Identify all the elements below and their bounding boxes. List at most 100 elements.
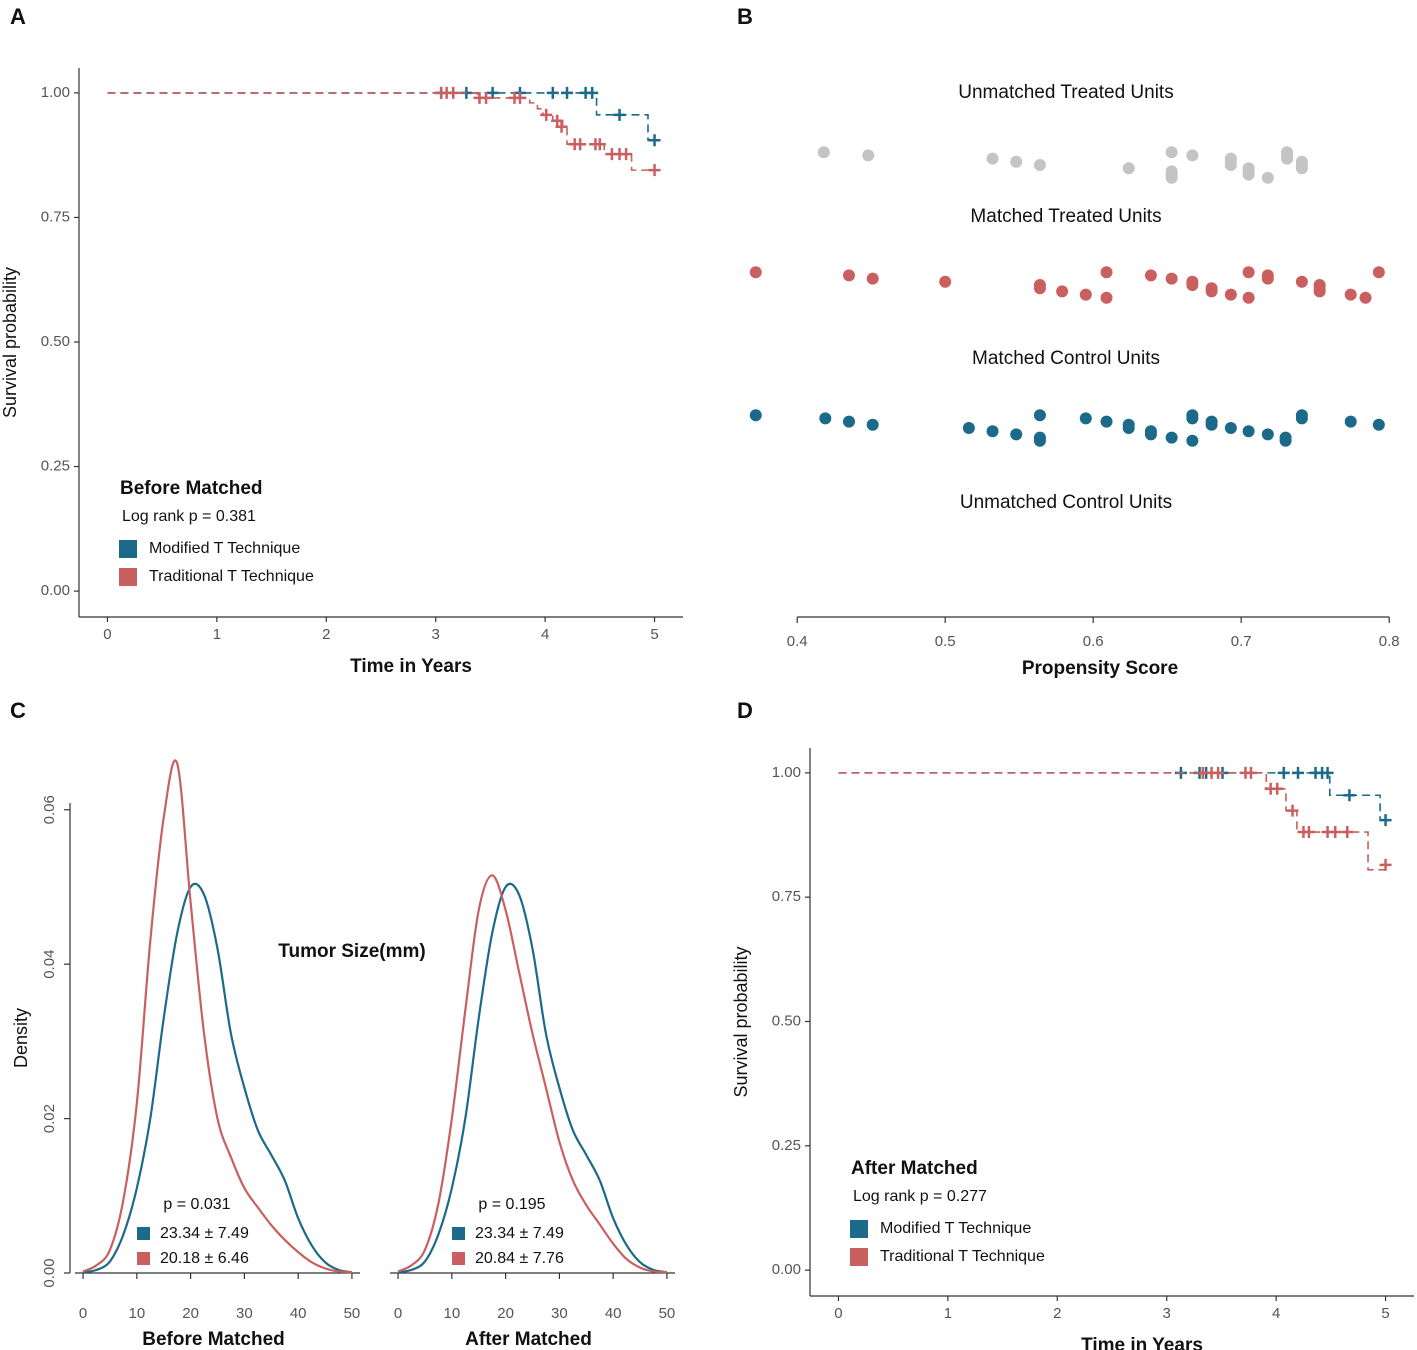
legend-swatch xyxy=(137,1252,150,1265)
legend-swatch xyxy=(119,568,137,586)
unit-point xyxy=(1281,152,1294,165)
unit-point xyxy=(866,272,879,285)
annotation: Log rank p = 0.277 xyxy=(853,1188,987,1205)
x-tick-label: 40 xyxy=(605,1305,622,1322)
survival-curve xyxy=(107,92,655,171)
x-tick-label: 2 xyxy=(1053,1305,1061,1322)
unit-point xyxy=(1144,428,1157,441)
censor-mark xyxy=(1286,804,1299,817)
unit-point xyxy=(749,266,762,279)
x-tick-label: 30 xyxy=(551,1305,568,1322)
censor-mark xyxy=(561,86,574,99)
legend-swatch xyxy=(850,1220,868,1238)
unit-point xyxy=(866,418,879,431)
unit-point xyxy=(1010,155,1023,168)
censor-mark xyxy=(513,91,526,104)
survival-curve xyxy=(838,772,1386,821)
survival-curve xyxy=(107,92,655,142)
censor-mark xyxy=(1379,858,1392,871)
unit-point xyxy=(1165,431,1178,444)
censor-mark xyxy=(620,148,633,161)
x-tick-label: 0 xyxy=(79,1305,87,1322)
unit-point xyxy=(1186,434,1199,447)
x-tick-label: 5 xyxy=(1381,1305,1389,1322)
group-label: Matched Control Units xyxy=(972,348,1160,369)
x-tick-label: 4 xyxy=(541,626,549,643)
unit-point xyxy=(1079,288,1092,301)
unit-point xyxy=(862,149,875,162)
y-tick-label: 0.75 xyxy=(772,888,801,905)
y-tick-label: 0.25 xyxy=(772,1137,801,1154)
legend-swatch xyxy=(452,1252,465,1265)
legend-label: Modified T Technique xyxy=(149,540,300,557)
unit-point xyxy=(1224,422,1237,434)
unit-point xyxy=(1079,412,1092,425)
x-tick-label: 20 xyxy=(182,1305,199,1322)
censor-mark xyxy=(586,86,599,99)
x-tick-label: 1 xyxy=(944,1305,952,1322)
group-label: Unmatched Treated Units xyxy=(958,82,1173,103)
unit-point xyxy=(1295,162,1308,175)
annotation: p = 0.031 xyxy=(163,1196,230,1213)
panel-label: A xyxy=(10,4,26,29)
unit-point xyxy=(819,412,832,425)
unit-point xyxy=(1056,285,1069,298)
legend-title: Before Matched xyxy=(120,478,263,499)
unit-point xyxy=(1242,291,1255,304)
x-tick-label: 1 xyxy=(213,626,221,643)
x-tick-label: 10 xyxy=(128,1305,145,1322)
unit-point xyxy=(1033,282,1046,295)
unit-point xyxy=(1100,291,1113,304)
legend-label: 23.34 ± 7.49 xyxy=(475,1225,564,1242)
chart-title: Tumor Size(mm) xyxy=(278,941,425,962)
unit-point xyxy=(1165,272,1178,285)
y-tick-label: 0.02 xyxy=(41,1104,58,1133)
survival-curve xyxy=(838,772,1386,871)
panel-label: D xyxy=(737,698,753,723)
legend-swatch xyxy=(119,540,137,558)
x-tick-label: 50 xyxy=(344,1305,361,1322)
unit-point xyxy=(1186,149,1199,162)
x-tick-label: 50 xyxy=(659,1305,676,1322)
unit-point xyxy=(1261,171,1274,184)
x-tick-label: 0.4 xyxy=(787,633,808,650)
x-tick-label: 0 xyxy=(103,626,111,643)
censor-mark xyxy=(1329,826,1342,839)
x-tick-label: 0.7 xyxy=(1231,633,1252,650)
panel-label: C xyxy=(10,698,26,723)
x-tick-label: 0.5 xyxy=(935,633,956,650)
legend-title: After Matched xyxy=(851,1158,978,1179)
legend-label: Traditional T Technique xyxy=(149,568,314,585)
unit-point xyxy=(1261,272,1274,285)
x-tick-label: 0 xyxy=(834,1305,842,1322)
unit-point xyxy=(1033,159,1046,171)
y-tick-label: 0.50 xyxy=(41,333,70,350)
legend-swatch xyxy=(452,1227,465,1240)
censor-mark xyxy=(1302,826,1315,839)
x-tick-label: 20 xyxy=(497,1305,514,1322)
y-tick-label: 1.00 xyxy=(41,84,70,101)
unit-point xyxy=(1344,415,1357,428)
unit-point xyxy=(1372,266,1385,279)
unit-point xyxy=(1242,266,1255,279)
legend-label: Modified T Technique xyxy=(880,1220,1031,1237)
censor-mark xyxy=(546,86,559,99)
x-tick-label: 0 xyxy=(394,1305,402,1322)
unit-point xyxy=(1242,425,1255,438)
unit-point xyxy=(1100,415,1113,428)
unit-point xyxy=(817,146,830,159)
unit-point xyxy=(1122,162,1135,175)
y-axis-title: Survival probability xyxy=(731,946,751,1097)
unit-point xyxy=(843,269,855,282)
y-tick-label: 0.50 xyxy=(772,1012,801,1029)
unit-point xyxy=(1313,285,1326,298)
unit-point xyxy=(843,415,855,428)
density-curve xyxy=(397,882,668,1274)
unit-point xyxy=(1186,279,1199,291)
unit-point xyxy=(986,425,999,438)
density-curve xyxy=(82,759,352,1274)
x-tick-label: 3 xyxy=(432,626,440,643)
x-tick-label: 4 xyxy=(1272,1305,1280,1322)
legend-label: 23.34 ± 7.49 xyxy=(160,1225,249,1242)
censor-mark xyxy=(593,138,606,151)
